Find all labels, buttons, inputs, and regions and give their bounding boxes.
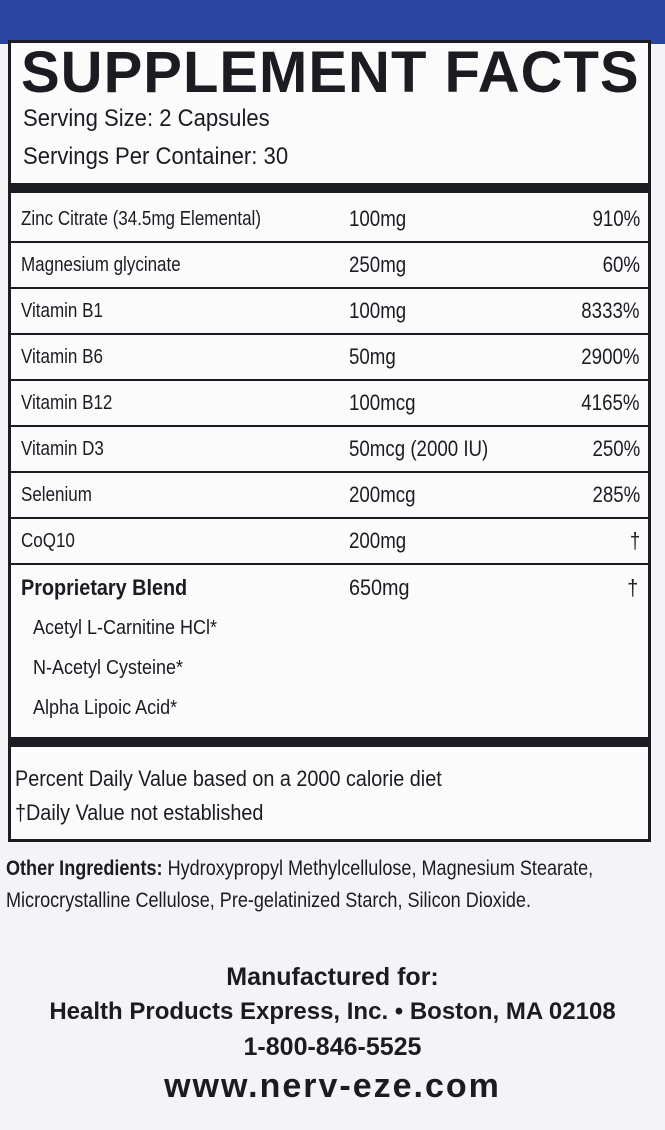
nutrient-row: Magnesium glycinate 250mg 60% bbox=[11, 242, 648, 289]
blend-name: Proprietary Blend bbox=[21, 575, 188, 600]
other-ingredients-text: Hydroxypropyl Methylcellulose, Magnesium… bbox=[6, 857, 594, 912]
blue-cap-band bbox=[0, 0, 665, 44]
nutrient-dv: 2900% bbox=[581, 344, 640, 369]
supplement-facts-panel: SUPPLEMENT FACTS Serving Size: 2 Capsule… bbox=[8, 40, 651, 842]
serving-size: Serving Size: 2 Capsules bbox=[23, 105, 270, 132]
blend-item: Alpha Lipoic Acid* bbox=[33, 697, 178, 719]
manufacturer-phone: 1-800-846-5525 bbox=[243, 1033, 422, 1061]
nutrient-name: Selenium bbox=[21, 484, 92, 506]
manufacturer-label: Manufactured for: bbox=[226, 963, 439, 991]
nutrient-dv: 910% bbox=[592, 206, 640, 231]
nutrient-name: Vitamin B1 bbox=[21, 300, 103, 322]
nutrient-row: Zinc Citrate (34.5mg Elemental) 100mg 910% bbox=[11, 196, 648, 243]
footnote: Percent Daily Value based on a 2000 calo… bbox=[15, 766, 442, 791]
nutrient-amount: 100mg bbox=[349, 206, 407, 231]
nutrient-amount: 200mg bbox=[349, 528, 407, 553]
nutrient-name: Zinc Citrate (34.5mg Elemental) bbox=[21, 208, 261, 230]
nutrient-amount: 250mg bbox=[349, 252, 407, 277]
divider-thick bbox=[11, 183, 648, 193]
nutrient-dv: 285% bbox=[592, 482, 640, 507]
nutrient-row: CoQ10 200mg † bbox=[11, 518, 648, 565]
nutrient-amount: 100mcg bbox=[349, 390, 416, 415]
nutrient-name: Vitamin D3 bbox=[21, 438, 104, 460]
nutrient-amount: 100mg bbox=[349, 298, 407, 323]
other-ingredients-label: Other Ingredients: bbox=[6, 857, 163, 880]
nutrient-row: Vitamin B1 100mg 8333% bbox=[11, 288, 648, 335]
nutrient-amount: 50mcg (2000 IU) bbox=[349, 436, 489, 461]
manufacturer-company: Health Products Express, Inc. • Boston, … bbox=[49, 998, 616, 1025]
nutrient-name: CoQ10 bbox=[21, 530, 75, 552]
nutrient-row: Selenium 200mcg 285% bbox=[11, 472, 648, 519]
panel-title: SUPPLEMENT FACTS bbox=[21, 40, 640, 105]
servings-per-container: Servings Per Container: 30 bbox=[23, 143, 289, 170]
nutrient-amount: 50mg bbox=[349, 344, 396, 369]
blend-item: N-Acetyl Cysteine* bbox=[33, 657, 184, 679]
blend-amount: 650mg bbox=[349, 575, 410, 600]
nutrient-name: Vitamin B12 bbox=[21, 392, 113, 414]
divider-thick bbox=[11, 737, 648, 747]
nutrient-row: Vitamin B12 100mcg 4165% bbox=[11, 380, 648, 427]
other-ingredients: Other Ingredients: Hydroxypropyl Methylc… bbox=[6, 853, 660, 917]
nutrient-amount: 200mcg bbox=[349, 482, 416, 507]
nutrient-name: Vitamin B6 bbox=[21, 346, 103, 368]
nutrient-dv: 250% bbox=[592, 436, 640, 461]
blend-item: Acetyl L-Carnitine HCl* bbox=[33, 617, 218, 639]
nutrient-dv: 60% bbox=[602, 252, 640, 277]
footnote: †Daily Value not established bbox=[15, 800, 264, 825]
nutrient-name: Magnesium glycinate bbox=[21, 254, 181, 276]
nutrient-row: Vitamin D3 50mcg (2000 IU) 250% bbox=[11, 426, 648, 473]
nutrient-dv: 8333% bbox=[581, 298, 640, 323]
blend-dv: † bbox=[626, 575, 638, 600]
website: www.nerv-eze.com bbox=[164, 1067, 501, 1105]
nutrient-row: Vitamin B6 50mg 2900% bbox=[11, 334, 648, 381]
nutrient-dv: 4165% bbox=[581, 390, 640, 415]
nutrient-dv: † bbox=[629, 528, 640, 553]
